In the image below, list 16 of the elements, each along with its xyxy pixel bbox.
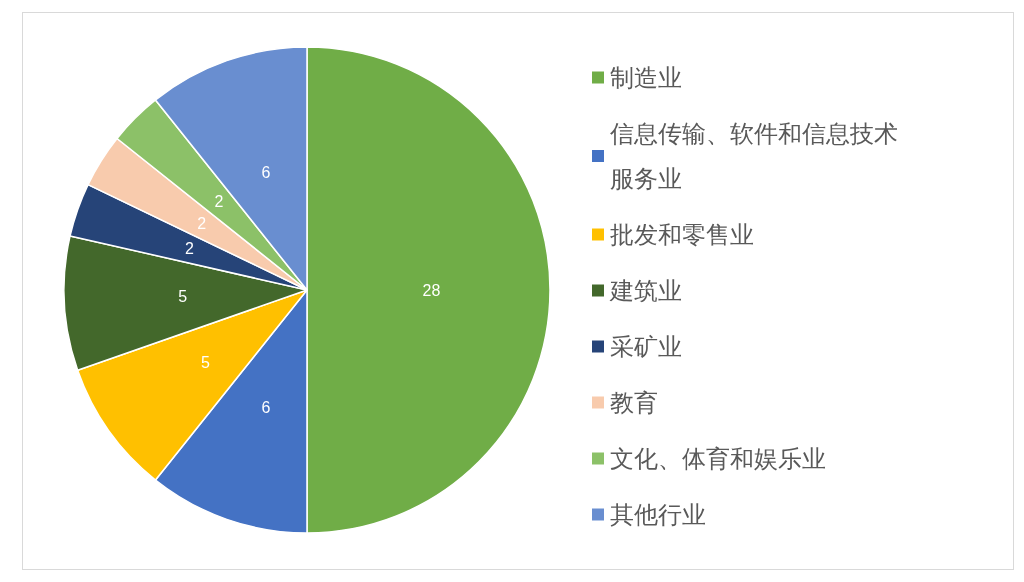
- legend-label: 信息传输、软件和信息技术服务业: [610, 119, 898, 193]
- legend-label: 其他行业: [610, 500, 706, 529]
- data-label: 28: [422, 281, 441, 299]
- data-label: 6: [261, 163, 271, 181]
- data-label: 2: [214, 193, 224, 211]
- data-label: 6: [261, 399, 271, 417]
- legend-label: 建筑业: [609, 276, 682, 305]
- legend-label: 文化、体育和娱乐业: [610, 444, 826, 473]
- legend-label: 批发和零售业: [610, 220, 754, 249]
- data-label: 5: [178, 288, 188, 306]
- data-label: 2: [197, 215, 207, 233]
- legend-label: 制造业: [610, 63, 682, 92]
- data-label: 2: [185, 240, 195, 258]
- data-label: 5: [201, 353, 211, 371]
- legend-label: 采矿业: [610, 332, 682, 361]
- legend-label: 教育: [610, 388, 658, 417]
